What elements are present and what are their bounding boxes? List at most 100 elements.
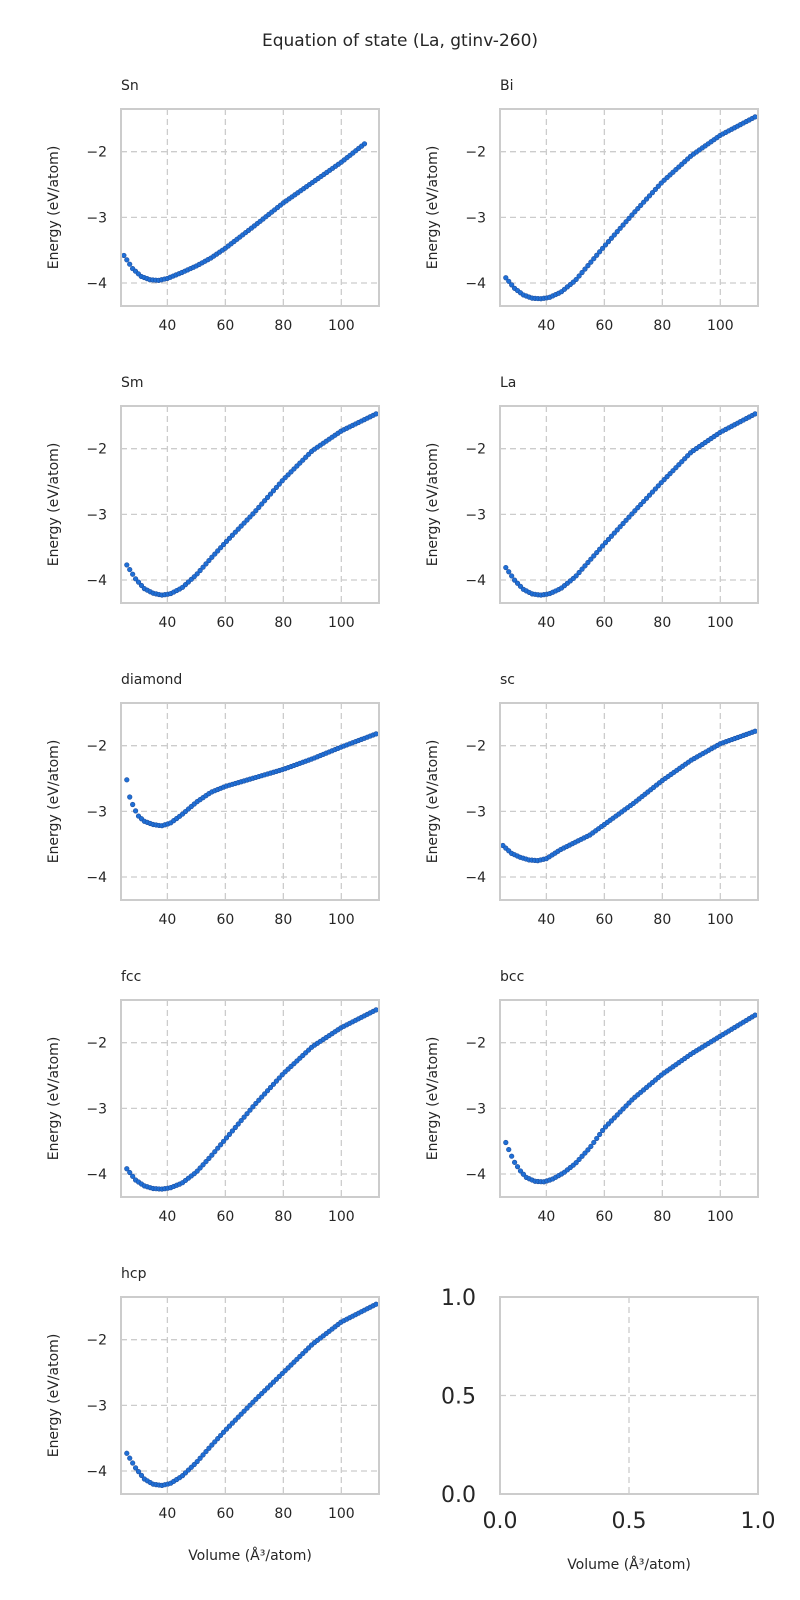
data-point — [223, 538, 230, 544]
data-point — [752, 411, 758, 417]
x-axis-label: Volume (Å³/atom) — [567, 1556, 691, 1573]
data-point — [124, 777, 130, 783]
subplot-title: Sn — [121, 78, 139, 94]
data-point — [267, 491, 274, 497]
data-point — [511, 577, 518, 583]
data-point — [594, 549, 600, 556]
data-point — [599, 245, 606, 251]
data-point — [573, 1160, 579, 1166]
data-point — [573, 276, 579, 283]
data-point — [373, 1301, 379, 1307]
data-point — [576, 273, 582, 279]
axes-frame — [120, 999, 380, 1198]
x-tick-label: 40 — [158, 1506, 176, 1522]
data-point — [579, 1153, 585, 1159]
y-tick-label: 0.0 — [441, 1483, 476, 1508]
y-tick-label: −3 — [86, 210, 107, 226]
data-point — [200, 1452, 206, 1458]
subplot-sc: 40 60 80 100 −2 −3 −4 sc Energy (eV/atom) — [425, 672, 759, 928]
x-tick-label: 80 — [274, 318, 292, 334]
x-tick-label: 60 — [216, 615, 234, 631]
data-point — [250, 511, 256, 517]
x-tick-label: 80 — [653, 912, 671, 928]
data-point — [514, 580, 521, 586]
subplot-La: 40 60 80 100 −2 −3 −4 La Energy (eV/atom) — [425, 375, 759, 631]
y-tick-label: −4 — [86, 1167, 107, 1183]
axes-frame — [499, 108, 759, 307]
data-point — [226, 535, 233, 541]
data-point — [602, 242, 609, 248]
data-point — [247, 514, 253, 520]
x-tick-label: 40 — [158, 912, 176, 928]
data-point — [218, 1432, 224, 1439]
data-point — [514, 1164, 521, 1170]
y-tick-label: −4 — [86, 573, 107, 589]
data-point — [643, 495, 650, 501]
subplot-hcp: 40 60 80 100 −2 −3 −4 hcp Energy (eV/atom) Volume… — [46, 1266, 380, 1564]
data-point — [203, 1448, 209, 1455]
data-point — [247, 1107, 253, 1113]
data-point — [506, 1146, 512, 1153]
data-point — [632, 508, 638, 514]
axes-frame — [120, 1296, 380, 1495]
y-tick-label: −3 — [465, 804, 486, 820]
data-point — [200, 1162, 206, 1168]
data-point — [223, 1135, 230, 1141]
data-point — [632, 209, 638, 215]
y-axis-label: Energy (eV/atom) — [46, 740, 62, 864]
y-tick-label: −2 — [86, 442, 107, 458]
axes-frame — [499, 405, 759, 604]
data-point — [617, 524, 623, 530]
x-tick-label: 40 — [158, 1209, 176, 1225]
data-point — [649, 190, 656, 196]
subplot-Bi: 40 60 80 100 −2 −3 −4 Bi Energy (eV/atom) — [425, 78, 759, 334]
data-point — [576, 569, 582, 576]
data-point — [591, 1139, 597, 1146]
data-point — [614, 229, 620, 235]
data-point — [209, 1152, 215, 1158]
data-point — [200, 564, 206, 570]
data-point — [127, 794, 133, 800]
subplot-title: diamond — [121, 672, 182, 688]
data-point — [194, 1168, 200, 1174]
data-point — [130, 1460, 136, 1466]
data-point — [585, 263, 591, 269]
y-tick-label: −2 — [465, 739, 486, 755]
data-point — [235, 526, 241, 532]
data-point — [220, 541, 227, 548]
data-point — [262, 1091, 268, 1097]
data-point — [509, 1153, 515, 1159]
x-tick-label: 40 — [537, 615, 555, 631]
data-point — [605, 239, 612, 245]
data-point — [203, 561, 209, 567]
y-tick-label: −3 — [86, 507, 107, 523]
data-point — [655, 183, 661, 189]
data-point — [244, 517, 250, 523]
y-tick-label: −4 — [86, 870, 107, 886]
x-tick-label: 100 — [328, 1209, 355, 1225]
data-point — [582, 266, 588, 272]
data-point — [591, 256, 597, 262]
x-tick-label: 40 — [537, 1209, 555, 1225]
data-point — [127, 261, 133, 267]
data-point — [135, 1469, 142, 1475]
y-tick-label: −3 — [86, 804, 107, 820]
y-axis-label: Energy (eV/atom) — [46, 443, 62, 567]
y-tick-label: −2 — [86, 1333, 107, 1349]
data-point — [203, 1158, 209, 1165]
y-tick-label: −3 — [86, 1398, 107, 1414]
y-tick-label: −3 — [86, 1101, 107, 1117]
data-point — [614, 527, 620, 533]
data-point — [588, 556, 594, 562]
data-point — [220, 1138, 227, 1144]
figure-title: Equation of state (La, gtinv-260) — [262, 31, 538, 51]
data-point — [241, 520, 247, 526]
data-point — [220, 1429, 227, 1435]
data-point — [218, 545, 224, 551]
data-point — [209, 554, 215, 560]
data-point — [264, 494, 271, 500]
subplot-Sn: 40 60 80 100 −2 −3 −4 Sn Energy (eV/atom) — [46, 78, 380, 334]
data-point — [373, 1007, 379, 1013]
data-point — [262, 498, 268, 504]
